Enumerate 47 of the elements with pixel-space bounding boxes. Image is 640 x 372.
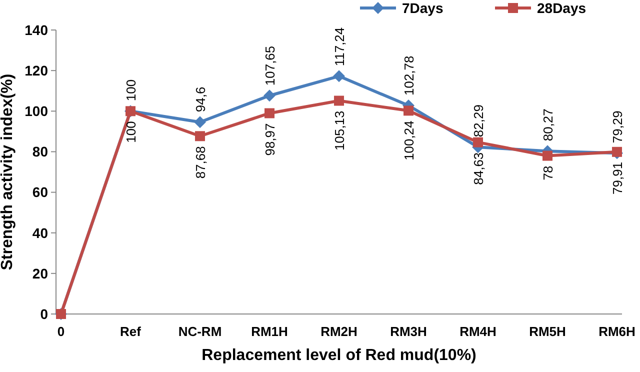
data-label: 82,29 [471,104,486,138]
point [195,131,205,142]
data-label: 79,91 [610,162,625,194]
x-tick-label: 0 [57,324,65,339]
point [612,146,622,157]
point [264,108,274,118]
y-tick-label: 80 [32,144,48,160]
y-tick-label: 120 [24,62,48,78]
x-tick-label: RM1H [251,324,288,339]
data-label: 98,97 [262,123,278,156]
y-tick-label: 0 [40,306,48,322]
y-axis-title: Strength activity index(%) [0,74,16,270]
data-label: 117,24 [332,27,347,66]
data-label: 84,63 [471,152,486,185]
data-label: 80,27 [540,108,556,142]
y-tick-label: 100 [24,103,48,120]
point [473,137,483,148]
point [334,96,344,106]
point [333,70,345,82]
x-tick-label: RM6H [598,324,636,339]
data-label: 94,6 [193,86,208,112]
x-tick-label: RM4H [460,324,496,339]
data-label: 78 [540,166,556,180]
data-label: 107,65 [262,46,278,86]
legend-label: 28Days [537,0,586,16]
y-tick-label: 40 [32,224,48,241]
y-tick-label: 60 [32,184,48,200]
legend-label: 7Days [402,0,444,16]
x-tick-label: NC-RM [178,324,222,339]
y-tick-label: 20 [32,265,48,282]
y-tick-label: 140 [24,22,48,38]
point [404,106,414,116]
x-axis-title: Replacement level of Red mud(10%) [202,347,476,364]
x-tick-label: RM3H [390,324,427,339]
data-label: 105,13 [332,110,347,150]
x-tick-label: RM2H [320,324,358,339]
data-label: 102,78 [402,56,416,96]
point [542,150,552,161]
x-tick-label: Ref [120,324,142,339]
data-label: 100 [124,79,138,102]
point [264,90,276,102]
point [194,116,206,128]
x-tick-label: RM5H [529,324,566,339]
data-label: 87,68 [193,146,208,179]
data-label: 79,29 [610,110,625,144]
data-label: 100,24 [402,120,416,160]
data-label: 100 [124,121,138,143]
